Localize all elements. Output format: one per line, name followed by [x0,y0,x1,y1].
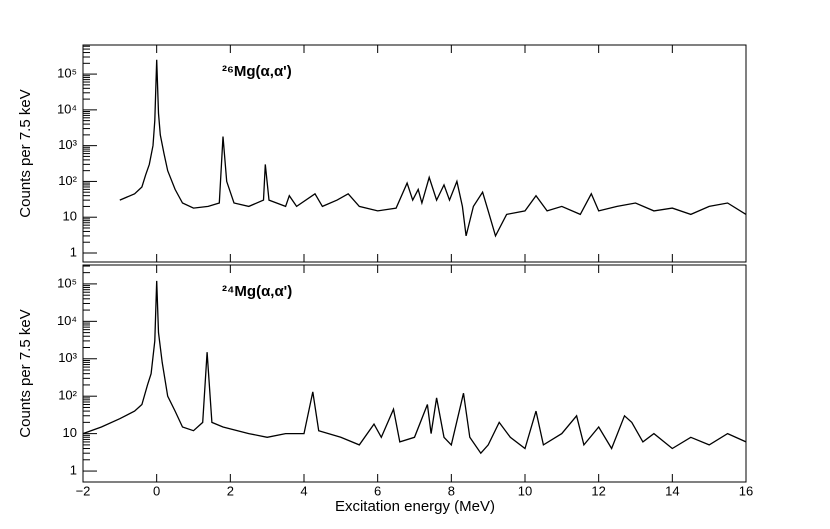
panel-title: ²⁴Mg(α,α') [222,283,292,300]
x-axis-label: Excitation energy (MeV) [335,498,495,515]
spectrum-line [82,280,747,455]
x-tick-label: 14 [665,483,679,498]
x-tick-label: 10 [518,483,532,498]
y-tick-label: 10⁴ [57,101,77,116]
y-axis-label: Counts per 7.5 keV [17,89,34,217]
y-tick-label: 10⁴ [57,313,77,328]
x-tick-label: 16 [739,483,753,498]
plot-frame [82,264,747,483]
y-tick-label: 10³ [58,350,77,365]
x-tick-label: 0 [153,483,160,498]
plot-frame [82,44,747,263]
x-tick-label: 2 [227,483,234,498]
x-tick-label: 4 [300,483,307,498]
y-tick-label: 10 [63,425,77,440]
x-tick-label: 12 [591,483,605,498]
y-tick-label: 10⁵ [57,66,77,81]
panel-title: ²⁶Mg(α,α') [222,63,292,80]
y-tick-label: 10² [58,173,77,188]
y-axis-label: Counts per 7.5 keV [17,309,34,437]
y-tick-label: 10² [58,388,77,403]
x-tick-label: 8 [448,483,455,498]
y-tick-label: 10³ [58,137,77,152]
y-tick-label: 1 [70,244,77,259]
x-tick-label: 6 [374,483,381,498]
x-tick-label: −2 [76,483,91,498]
y-tick-label: 10⁵ [57,275,77,290]
spectrum-line [119,59,747,238]
y-tick-label: 10 [63,209,77,224]
y-tick-label: 1 [70,462,77,477]
